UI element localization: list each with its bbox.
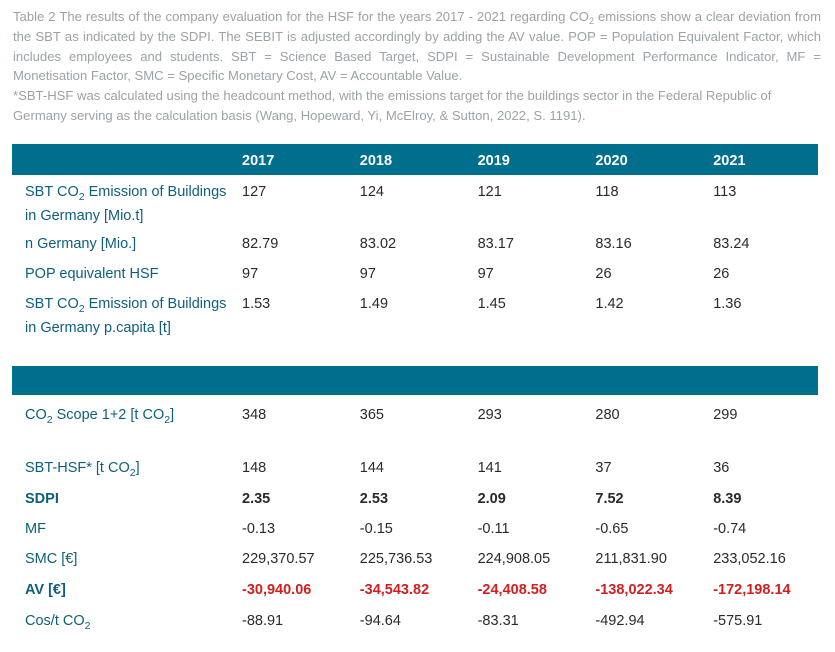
table-cell: 1.42 xyxy=(595,296,624,312)
table-cell: 148 xyxy=(242,460,267,476)
table-caption: Table 2 The results of the company evalu… xyxy=(13,7,821,126)
row-label: CO2 Scope 1+2 [t CO2] xyxy=(25,407,175,426)
table-cell: 224,908.05 xyxy=(477,551,551,567)
header-year-2019: 2019 xyxy=(464,144,583,175)
table-cell: 2.35 xyxy=(242,491,271,507)
caption-text: Table 2 The results of the company evalu… xyxy=(13,9,589,24)
table-cell: 26 xyxy=(595,266,612,282)
table-cell: -492.94 xyxy=(595,613,645,629)
table-cell: 97 xyxy=(359,266,376,282)
table-row-cost-per-t: Cos/t CO2 -88.91 -94.64 -83.31 -492.94 -… xyxy=(12,604,818,636)
table-cell: 36 xyxy=(713,460,730,476)
table-cell: 280 xyxy=(595,407,620,423)
table-cell: -30,940.06 xyxy=(242,582,312,598)
header-year-2018: 2018 xyxy=(346,144,465,175)
caption-text: emissions show a clear deviation from th… xyxy=(13,9,821,84)
table-cell: 124 xyxy=(359,184,384,200)
table-header-row: 2017 2018 2019 2020 2021 xyxy=(12,144,818,175)
header-year-2021: 2021 xyxy=(700,144,818,175)
caption-paragraph-2: *SBT-HSF was calculated using the headco… xyxy=(13,88,772,123)
table-cell: -575.91 xyxy=(713,613,763,629)
row-label: SDPI xyxy=(25,491,59,507)
caption-subscript: 2 xyxy=(589,16,595,26)
table-section-divider xyxy=(12,366,818,395)
evaluation-table: 2017 2018 2019 2020 2021 SBT CO2 Emissio… xyxy=(12,144,818,636)
table-cell: -0.11 xyxy=(477,521,510,537)
table-row-pop-equivalent: POP equivalent HSF 97 97 97 26 26 xyxy=(12,258,818,288)
table-row-sbt-hsf: SBT-HSF* [t CO2] 148 144 141 37 36 xyxy=(12,452,818,483)
table-cell: 8.39 xyxy=(713,491,742,507)
table-row-n-germany: n Germany [Mio.] 82.79 83.02 83.17 83.16… xyxy=(12,228,818,258)
row-label: Cos/t CO2 xyxy=(25,613,91,632)
table-cell: -172,198.14 xyxy=(713,582,791,598)
table-cell: 229,370.57 xyxy=(242,551,315,567)
row-label: SBT-HSF* [t CO2] xyxy=(25,460,140,479)
table-cell: 7.52 xyxy=(595,491,624,507)
table-cell: 83.17 xyxy=(477,236,514,252)
table-cell: -24,408.58 xyxy=(477,582,547,598)
table-cell: 348 xyxy=(242,407,267,423)
header-year-2017: 2017 xyxy=(229,144,347,175)
row-label: SMC [€] xyxy=(25,551,78,567)
table-row-co2-scope: CO2 Scope 1+2 [t CO2] 348 365 293 280 29… xyxy=(12,395,818,452)
table-cell: 299 xyxy=(713,407,738,423)
row-label: n Germany [Mio.] xyxy=(25,236,137,252)
table-cell: 97 xyxy=(477,266,494,282)
table-row-smc: SMC [€] 229,370.57 225,736.53 224,908.05… xyxy=(12,543,818,573)
table-cell: 121 xyxy=(477,184,502,200)
table-cell: 113 xyxy=(713,184,737,200)
table-cell: 2.53 xyxy=(359,491,389,507)
table-cell: -34,543.82 xyxy=(359,582,430,598)
table-cell: -83.31 xyxy=(477,613,519,629)
row-label: MF xyxy=(25,521,46,537)
table-cell: 1.53 xyxy=(242,296,271,312)
table-cell: 83.16 xyxy=(595,236,632,252)
table-cell: -88.91 xyxy=(242,613,284,629)
table-cell: 83.24 xyxy=(713,236,750,252)
table-cell: 1.49 xyxy=(359,296,389,312)
table-cell: 211,831.90 xyxy=(595,551,667,567)
table-cell: -0.74 xyxy=(713,521,747,537)
table-cell: 1.45 xyxy=(477,296,506,312)
row-label: POP equivalent HSF xyxy=(25,266,159,282)
table-cell: 233,052.16 xyxy=(713,551,786,567)
table-cell: 144 xyxy=(359,460,384,476)
table-cell: 2.09 xyxy=(477,491,506,507)
table-cell: 97 xyxy=(242,266,259,282)
table-cell: 365 xyxy=(359,407,384,423)
table-cell: 293 xyxy=(477,407,502,423)
table-cell: 225,736.53 xyxy=(359,551,433,567)
table-row-sbt-co2-buildings: SBT CO2 Emission of Buildings in Germany… xyxy=(12,175,818,228)
caption-paragraph-1: Table 2 The results of the company evalu… xyxy=(13,7,821,86)
table-cell: 1.36 xyxy=(713,296,742,312)
table-cell: -138,022.34 xyxy=(595,582,673,598)
table-cell: -94.64 xyxy=(359,613,401,629)
table-row-mf: MF -0.13 -0.15 -0.11 -0.65 -0.74 xyxy=(12,513,818,543)
header-year-2020: 2020 xyxy=(582,144,701,175)
table-cell: 82.79 xyxy=(242,236,279,252)
header-empty-cell xyxy=(12,144,229,175)
table-cell: 37 xyxy=(595,460,612,476)
table-cell: -0.13 xyxy=(242,521,276,537)
table-cell: 141 xyxy=(477,460,502,476)
table-row-av: AV [€] -30,940.06 -34,543.82 -24,408.58 … xyxy=(12,573,818,604)
table-row-sdpi: SDPI 2.35 2.53 2.09 7.52 8.39 xyxy=(12,483,818,513)
table-row-sbt-co2-per-capita: SBT CO2 Emission of Buildings in Germany… xyxy=(12,288,818,366)
table-cell: -0.65 xyxy=(595,521,629,537)
row-label: SBT CO2 Emission of Buildings in Germany… xyxy=(25,296,227,336)
table-cell: 127 xyxy=(242,184,267,200)
table-cell: 83.02 xyxy=(359,236,397,252)
table-cell: 26 xyxy=(713,266,730,282)
row-label: SBT CO2 Emission of Buildings in Germany… xyxy=(25,184,227,224)
row-label: AV [€] xyxy=(25,582,66,598)
table-cell: 118 xyxy=(595,184,619,200)
table-cell: -0.15 xyxy=(359,521,393,537)
